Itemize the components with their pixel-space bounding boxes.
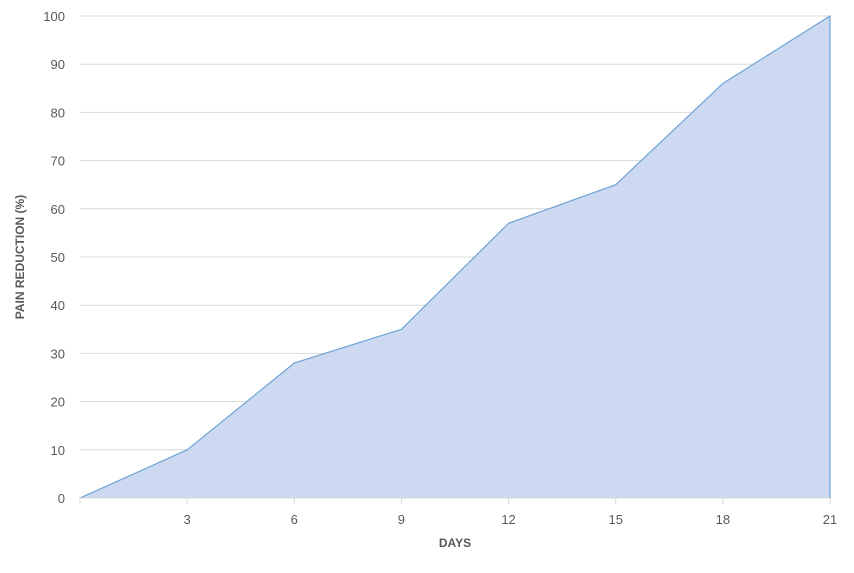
- x-axis-title: DAYS: [439, 536, 471, 550]
- x-tick-label: 15: [608, 512, 622, 527]
- y-tick-label: 20: [51, 395, 65, 410]
- x-tick-label: 9: [398, 512, 405, 527]
- y-tick-label: 10: [51, 443, 65, 458]
- y-axis-title: PAIN REDUCTION (%): [13, 195, 27, 319]
- x-tick-label: 18: [716, 512, 730, 527]
- x-tick-label: 3: [184, 512, 191, 527]
- y-tick-label: 30: [51, 346, 65, 361]
- y-tick-label: 90: [51, 57, 65, 72]
- y-tick-label: 40: [51, 298, 65, 313]
- y-tick-label: 70: [51, 154, 65, 169]
- x-tick-label: 21: [823, 512, 837, 527]
- y-tick-label: 60: [51, 202, 65, 217]
- y-tick-label: 80: [51, 105, 65, 120]
- y-tick-label: 100: [43, 9, 65, 24]
- x-axis-ticks: 3 6 9 12 15 18 21: [80, 498, 837, 527]
- y-tick-label: 50: [51, 250, 65, 265]
- y-tick-label: 0: [58, 491, 65, 506]
- x-tick-label: 12: [501, 512, 515, 527]
- y-axis-ticks: 0 10 20 30 40 50 60 70 80 90 100: [43, 9, 65, 506]
- x-tick-label: 6: [291, 512, 298, 527]
